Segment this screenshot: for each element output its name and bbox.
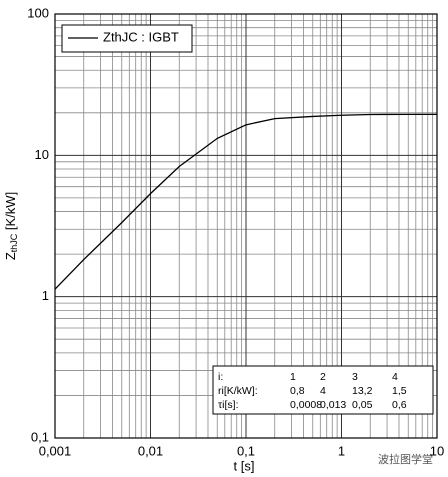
table-cell: 0,05 <box>352 399 373 411</box>
table-cell: 2 <box>320 371 326 383</box>
inset-table-box <box>212 365 434 415</box>
line-series <box>54 113 437 290</box>
y-label-sub: thJC <box>9 233 19 252</box>
x-tick-label: 0,001 <box>39 443 72 458</box>
y-tick-label: 0,1 <box>31 429 49 444</box>
x-axis-label: t [s] <box>234 458 255 473</box>
table-cell: 0,8 <box>290 385 305 397</box>
table-cell: 0,0008 <box>290 399 322 411</box>
legend-label: ZthJC : IGBT <box>103 29 179 44</box>
x-tick-label: 10 <box>430 443 444 458</box>
table-cell: 4 <box>320 385 326 397</box>
x-tick-label: 1 <box>338 443 345 458</box>
watermark: 波拉图学堂 <box>378 452 433 466</box>
table-cell: 0,6 <box>392 399 407 411</box>
x-tick-label: 0,1 <box>237 443 255 458</box>
y-tick-label: 1 <box>42 288 49 303</box>
table-cell: 4 <box>392 371 398 383</box>
x-tick-label: 0,01 <box>138 443 163 458</box>
y-label-unit: [K/kW] <box>3 192 18 234</box>
y-label-main: Z <box>3 252 18 260</box>
table-cell: ri[K/kW]: <box>218 385 258 397</box>
plot-frame <box>54 13 438 439</box>
table-cell: 13,2 <box>352 385 373 397</box>
table-cell: i: <box>218 371 223 383</box>
table-cell: 0,013 <box>320 399 346 411</box>
y-axis-label: ZthJC [K/kW] <box>3 192 19 260</box>
table-cell: 1 <box>290 371 296 383</box>
y-tick-label: 100 <box>27 5 49 20</box>
table-cell: 3 <box>352 371 358 383</box>
table-cell: 1,5 <box>392 385 407 397</box>
y-tick-label: 10 <box>35 147 49 162</box>
table-cell: τi[s]: <box>218 399 238 411</box>
